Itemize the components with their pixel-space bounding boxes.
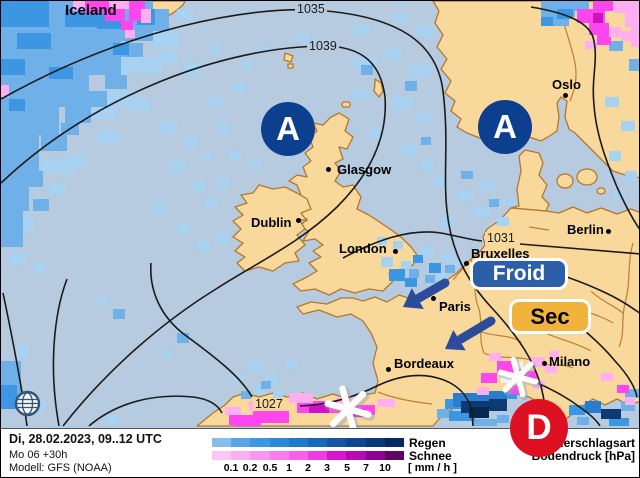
city-label-bordeaux: Bordeaux bbox=[394, 356, 454, 371]
rain-swatch bbox=[231, 438, 251, 447]
rain-swatch bbox=[346, 438, 366, 447]
land-jutland bbox=[510, 149, 550, 212]
snowflake-pyrenees bbox=[324, 385, 375, 428]
land-ireland bbox=[232, 184, 312, 272]
rain-swatch bbox=[288, 438, 309, 447]
scale-tick: 0.2 bbox=[242, 462, 258, 474]
city-dot-bordeaux bbox=[386, 367, 391, 372]
isobar-label-1035: 1035 bbox=[295, 2, 327, 16]
cold-annotation-box: Froid bbox=[470, 258, 568, 290]
arrow-southwest-2 bbox=[445, 316, 496, 351]
snowflake-alps bbox=[497, 356, 542, 401]
high-pressure-symbol-norway: A bbox=[478, 100, 532, 154]
rain-swatch bbox=[327, 438, 347, 447]
snow-swatch bbox=[231, 451, 251, 460]
legend-datetime: Di, 28.02.2023, 09..12 UTC bbox=[9, 432, 162, 446]
snow-swatch bbox=[346, 451, 366, 460]
scale-tick: 5 bbox=[344, 462, 350, 474]
city-label-london: London bbox=[339, 241, 387, 256]
city-label-iceland: Iceland bbox=[65, 2, 117, 19]
land-fyn bbox=[556, 173, 574, 189]
city-dot-glasgow bbox=[326, 167, 331, 172]
rain-swatch bbox=[250, 438, 270, 447]
rain-swatch bbox=[212, 438, 232, 447]
weather-map: 1035 1039 1031 1027 Iceland Oslo Glasgow… bbox=[1, 1, 639, 428]
city-dot-berlin bbox=[606, 229, 611, 234]
arrow-southwest-1 bbox=[403, 278, 450, 309]
precip-rain-heavy bbox=[453, 391, 621, 419]
snow-swatch bbox=[288, 451, 309, 460]
snow-scale-label: Schnee bbox=[409, 449, 452, 463]
snow-swatch bbox=[308, 451, 328, 460]
low-pressure-symbol: D bbox=[510, 399, 568, 457]
city-dot-london bbox=[393, 249, 398, 254]
city-dot-paris bbox=[431, 296, 436, 301]
surface-pressure-label: Bodendruck [hPa] bbox=[531, 449, 635, 463]
scale-tick: 10 bbox=[379, 462, 391, 474]
snowflake-symbols bbox=[324, 356, 542, 428]
scale-unit-label: [ mm / h ] bbox=[408, 462, 457, 474]
city-label-oslo: Oslo bbox=[552, 77, 581, 92]
scale-tick: 3 bbox=[324, 462, 330, 474]
snow-swatch bbox=[250, 451, 270, 460]
land-great-britain bbox=[280, 112, 418, 296]
rain-swatch bbox=[384, 438, 405, 447]
rain-swatch bbox=[365, 438, 385, 447]
snow-swatch bbox=[269, 451, 289, 460]
city-label-bruxelles: Bruxelles bbox=[471, 246, 530, 261]
snow-swatch bbox=[384, 451, 405, 460]
dry-annotation-box: Sec bbox=[509, 299, 591, 334]
scale-tick: 1 bbox=[286, 462, 292, 474]
rain-swatch bbox=[308, 438, 328, 447]
precip-snow-white bbox=[501, 361, 523, 383]
precip-snow-light bbox=[1, 1, 639, 415]
land-faroe-2 bbox=[287, 63, 294, 69]
rain-scale-label: Regen bbox=[409, 436, 446, 450]
isobar-label-1039: 1039 bbox=[307, 39, 339, 53]
city-label-milano: Milano bbox=[549, 354, 591, 369]
snow-swatch bbox=[365, 451, 385, 460]
isobar-label-1031: 1031 bbox=[485, 231, 517, 245]
legend-run: Mo 06 +30h bbox=[9, 449, 68, 461]
snow-color-scale bbox=[212, 451, 405, 460]
land-island-small bbox=[596, 187, 606, 195]
land-orkney bbox=[341, 101, 351, 108]
city-label-paris: Paris bbox=[439, 299, 471, 314]
city-label-berlin: Berlin bbox=[567, 222, 604, 237]
scale-tick: 2 bbox=[305, 462, 311, 474]
precip-snow-bright bbox=[85, 1, 629, 426]
scale-tick: 7 bbox=[363, 462, 369, 474]
city-label-glasgow: Glasgow bbox=[337, 162, 392, 177]
city-label-dublin: Dublin bbox=[251, 215, 292, 230]
legend-model: Modell: GFS (NOAA) bbox=[9, 462, 112, 474]
scale-tick: 0.5 bbox=[262, 462, 278, 474]
land-zealand bbox=[576, 168, 598, 186]
cold-air-arrows bbox=[403, 278, 496, 351]
city-dot-milano bbox=[542, 361, 547, 366]
globe-icon bbox=[14, 390, 41, 422]
isobar-label-1027: 1027 bbox=[253, 397, 285, 411]
rain-swatch bbox=[269, 438, 289, 447]
snow-swatch bbox=[212, 451, 232, 460]
land-faroe bbox=[283, 52, 294, 63]
scale-tick: 0.1 bbox=[223, 462, 239, 474]
city-dot-oslo bbox=[563, 93, 568, 98]
rain-color-scale bbox=[212, 438, 405, 447]
high-pressure-symbol-atlantic: A bbox=[261, 102, 315, 156]
snow-swatch bbox=[327, 451, 347, 460]
city-dot-bruxelles bbox=[464, 261, 469, 266]
land-shetland bbox=[373, 78, 384, 98]
city-dot-dublin bbox=[296, 218, 301, 223]
